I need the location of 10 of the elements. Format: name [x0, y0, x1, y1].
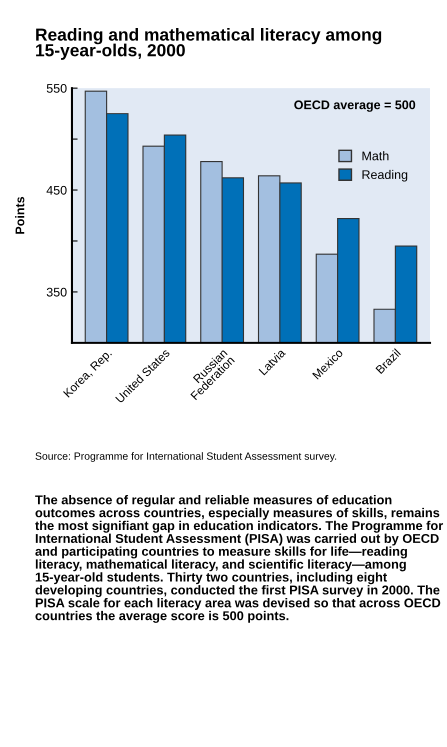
annotation: OECD average = 500: [294, 100, 416, 112]
y-axis-title: Points: [15, 196, 24, 234]
y-tick-label: 550: [46, 84, 67, 93]
legend-label: Reading: [362, 170, 408, 182]
y-tick-label: 450: [46, 186, 67, 195]
chart-title: Reading and mathematical literacy among 15-year-olds, 2000: [36, 28, 382, 60]
y-tick-label: 350: [46, 288, 67, 297]
text: The absence of regular and reliable measures of education outcomes across countries, especially measures of skills, remains the most signifiant gap in education indicators. The Programme for International Student Assessment (PISA) was carried out by OECD and participating countries to measure skills for life—reading literacy, mathematical literacy, and scientific literacy—among 15-year-old students. Thirty two countries, including eight developing countries, conducted the first PISA survey in 2000. The PISA scale for each literacy area was devised so that across OECD countries the average score is 500 points.: [35, 495, 444, 623]
legend-label: Math: [362, 151, 388, 160]
source-note: Source: Programme for International Student Assessment survey.: [35, 452, 336, 462]
